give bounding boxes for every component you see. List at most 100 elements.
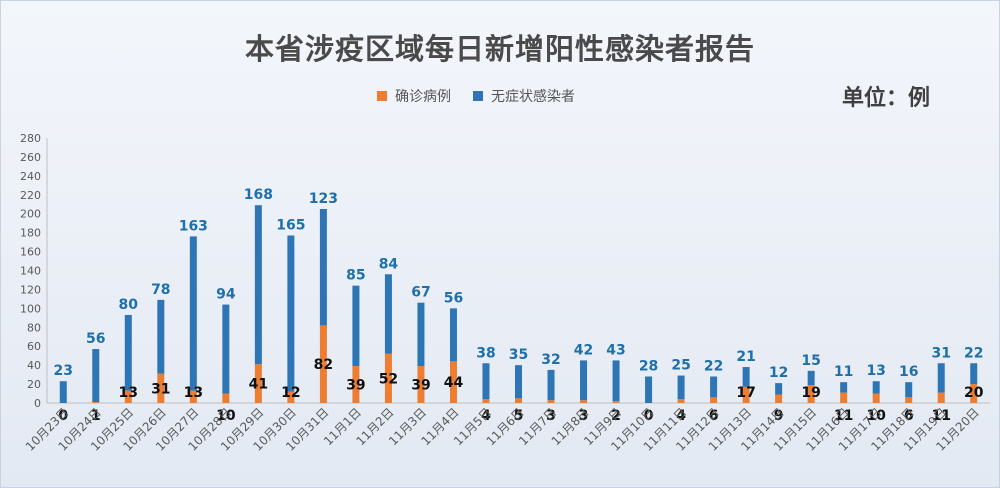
data-label-confirmed: 1 <box>91 408 101 424</box>
bar-asymptomatic <box>580 360 588 401</box>
bar-asymptomatic <box>970 363 978 385</box>
data-label-asymptomatic: 12 <box>769 365 788 381</box>
bar-confirmed <box>807 385 815 403</box>
data-label-confirmed: 20 <box>964 385 984 401</box>
data-label-asymptomatic: 168 <box>244 187 273 203</box>
data-label-confirmed: 10 <box>216 408 236 424</box>
legend-label-confirmed: 确诊病例 <box>395 89 451 105</box>
data-label-asymptomatic: 84 <box>379 256 399 272</box>
bar-asymptomatic <box>254 205 262 365</box>
bar-asymptomatic <box>872 381 880 394</box>
bar-asymptomatic <box>157 299 165 374</box>
legend-swatch-confirmed <box>377 91 387 101</box>
legend-label-asymptomatic: 无症状感染者 <box>491 89 575 105</box>
data-label-asymptomatic: 80 <box>119 297 139 313</box>
y-tick-label: 200 <box>20 208 41 221</box>
bar-asymptomatic <box>905 382 913 398</box>
data-label-asymptomatic: 32 <box>541 352 560 368</box>
data-label-asymptomatic: 13 <box>866 363 885 379</box>
bar-asymptomatic <box>807 370 815 386</box>
data-label-asymptomatic: 25 <box>671 358 690 374</box>
y-tick-label: 20 <box>27 378 41 391</box>
data-label-asymptomatic: 78 <box>151 282 170 298</box>
bar-asymptomatic <box>222 304 230 394</box>
data-label-confirmed: 12 <box>281 385 300 401</box>
data-label-asymptomatic: 85 <box>346 268 365 284</box>
data-label-confirmed: 31 <box>151 381 170 397</box>
data-label-asymptomatic: 22 <box>964 345 983 361</box>
legend-item-asymptomatic: 无症状感染者 <box>473 86 575 106</box>
data-label-asymptomatic: 22 <box>704 359 723 375</box>
bar-confirmed <box>872 393 880 403</box>
data-label-confirmed: 11 <box>834 408 853 424</box>
data-label-asymptomatic: 42 <box>574 342 593 358</box>
bar-confirmed <box>612 401 620 403</box>
bar-confirmed <box>189 390 197 403</box>
y-tick-label: 80 <box>27 321 41 334</box>
y-tick-label: 140 <box>20 265 41 278</box>
data-label-confirmed: 2 <box>611 408 621 424</box>
data-label-confirmed: 4 <box>676 408 686 424</box>
y-tick-label: 280 <box>20 132 41 145</box>
data-label-confirmed: 11 <box>931 408 950 424</box>
data-label-asymptomatic: 35 <box>509 347 528 363</box>
y-tick-label: 180 <box>20 227 41 240</box>
data-label-confirmed: 4 <box>481 408 491 424</box>
data-label-confirmed: 3 <box>579 408 589 424</box>
data-label-asymptomatic: 43 <box>606 342 625 358</box>
y-tick-label: 40 <box>27 359 41 372</box>
data-label-asymptomatic: 165 <box>276 217 305 233</box>
bar-asymptomatic <box>937 363 945 393</box>
bar-asymptomatic <box>449 308 457 362</box>
bar-confirmed <box>937 392 945 403</box>
bar-asymptomatic <box>710 376 718 398</box>
bar-confirmed <box>742 386 750 403</box>
bar-asymptomatic <box>840 382 848 393</box>
bar-confirmed <box>352 366 360 403</box>
bar-confirmed <box>319 325 327 403</box>
data-label-asymptomatic: 23 <box>54 363 73 379</box>
data-label-confirmed: 6 <box>709 408 719 424</box>
data-label-asymptomatic: 31 <box>931 345 950 361</box>
bar-asymptomatic <box>612 360 620 402</box>
bar-confirmed <box>580 400 588 403</box>
data-label-asymptomatic: 67 <box>411 285 430 301</box>
bar-confirmed <box>287 391 295 403</box>
y-tick-label: 220 <box>20 189 41 202</box>
data-label-confirmed: 41 <box>249 377 268 393</box>
bar-asymptomatic <box>645 376 653 403</box>
bar-confirmed <box>449 361 457 403</box>
legend-item-confirmed: 确诊病例 <box>377 86 451 106</box>
bar-confirmed <box>482 399 490 403</box>
data-label-asymptomatic: 11 <box>834 364 853 380</box>
data-label-asymptomatic: 38 <box>476 345 495 361</box>
bar-asymptomatic <box>92 349 100 403</box>
data-label-confirmed: 9 <box>774 408 784 424</box>
legend-swatch-asymptomatic <box>473 91 483 101</box>
bar-confirmed <box>384 353 392 403</box>
data-label-confirmed: 10 <box>866 408 886 424</box>
data-label-asymptomatic: 21 <box>736 349 755 365</box>
bar-asymptomatic <box>417 302 425 367</box>
y-tick-label: 0 <box>34 397 41 410</box>
data-label-confirmed: 13 <box>119 385 138 401</box>
data-label-asymptomatic: 94 <box>216 287 236 303</box>
bar-confirmed <box>515 398 522 403</box>
data-label-confirmed: 6 <box>904 408 914 424</box>
bar-confirmed <box>970 384 978 403</box>
y-tick-label: 120 <box>20 283 41 296</box>
y-tick-label: 100 <box>20 302 41 315</box>
data-label-confirmed: 0 <box>644 408 654 424</box>
bar-confirmed <box>710 397 718 403</box>
bar-asymptomatic <box>124 314 132 391</box>
y-tick-label: 240 <box>20 170 41 183</box>
data-label-confirmed: 19 <box>801 385 820 401</box>
bar-confirmed <box>677 399 685 403</box>
data-label-asymptomatic: 15 <box>801 353 820 369</box>
data-label-confirmed: 44 <box>444 375 464 391</box>
bar-confirmed <box>905 397 913 403</box>
y-tick-label: 160 <box>20 246 41 259</box>
bar-confirmed <box>157 373 165 403</box>
